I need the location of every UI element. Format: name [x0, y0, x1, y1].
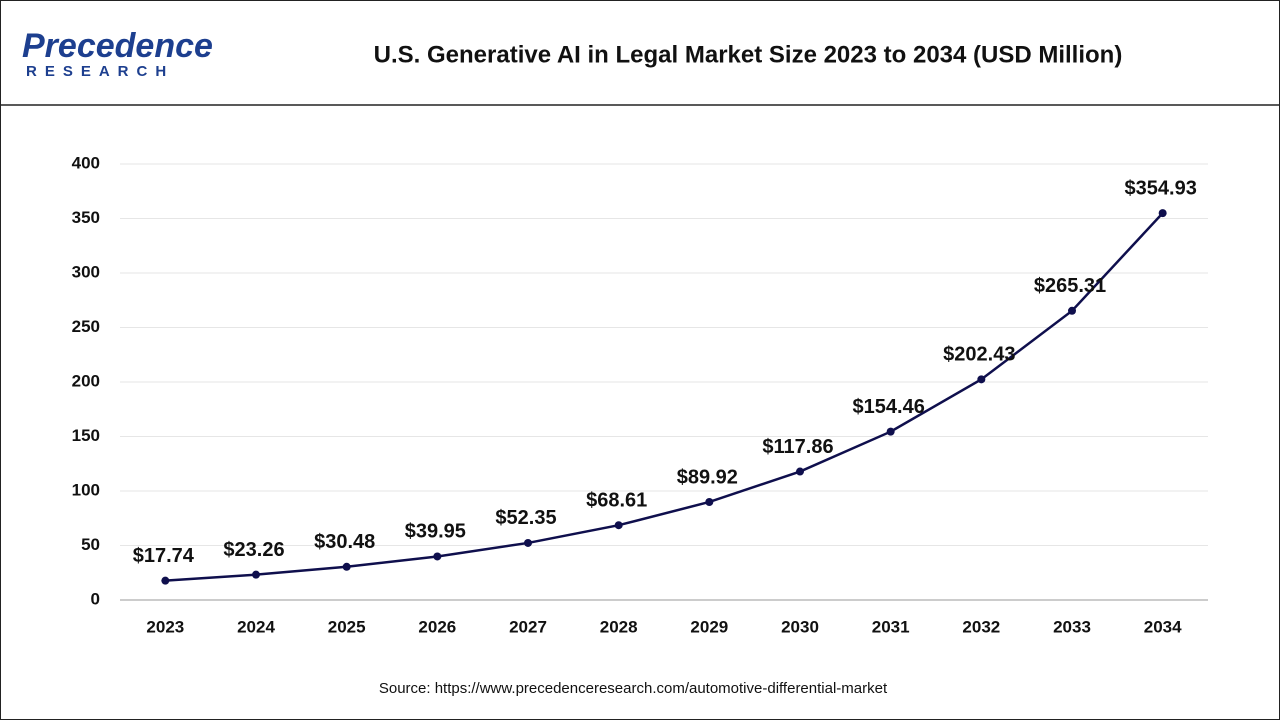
- y-tick-label: 50: [81, 535, 100, 554]
- x-tick-label: 2033: [1053, 617, 1091, 636]
- data-label: $89.92: [677, 466, 738, 488]
- point: [252, 570, 260, 579]
- y-tick-label: 250: [72, 317, 100, 336]
- point: [342, 562, 351, 571]
- x-tick-label: 2029: [690, 617, 728, 636]
- data-label: $30.48: [314, 531, 375, 553]
- logo-name: Precedence: [22, 27, 213, 65]
- point: [614, 521, 623, 530]
- x-tick-label: 2030: [781, 617, 819, 636]
- point: [433, 552, 442, 561]
- line: [165, 212, 1164, 582]
- data-label: $202.43: [943, 344, 1015, 366]
- data-label: $39.95: [405, 521, 466, 543]
- point: [886, 427, 895, 436]
- data-label: $68.61: [586, 489, 647, 511]
- point: [161, 576, 170, 585]
- point: [524, 538, 532, 547]
- data-label: $154.46: [853, 396, 925, 418]
- point: [705, 497, 714, 506]
- data-label: $354.93: [1125, 177, 1197, 199]
- y-tick-label: 400: [72, 153, 100, 172]
- chart-title: U.S. Generative AI in Legal Market Size …: [374, 41, 1123, 68]
- point: [977, 375, 986, 384]
- y-tick-label: 150: [72, 426, 100, 445]
- x-tick-label: 2031: [872, 617, 910, 636]
- data-label: $23.26: [223, 539, 284, 561]
- data-label: $17.74: [133, 545, 195, 567]
- x-tick-label: 2023: [146, 617, 184, 636]
- y-tick-label: 100: [72, 480, 100, 499]
- source: Source: https://www.precedenceresearch.c…: [379, 680, 888, 697]
- x-tick-label: 2034: [1144, 617, 1182, 636]
- x-tick-label: 2025: [328, 617, 366, 636]
- y-tick-label: 300: [72, 262, 100, 281]
- y-tick-label: 0: [91, 589, 100, 608]
- y-tick-label: 200: [72, 371, 100, 390]
- point: [1158, 209, 1167, 218]
- point: [796, 467, 804, 476]
- data-label: $117.86: [762, 436, 833, 458]
- data-label: $52.35: [495, 507, 556, 529]
- x-tick-label: 2032: [962, 617, 1000, 636]
- x-tick-label: 2026: [418, 617, 456, 636]
- data-label: $265.31: [1034, 275, 1106, 297]
- y-tick-label: 350: [72, 208, 100, 227]
- x-tick-label: 2024: [237, 617, 275, 636]
- point: [1068, 306, 1076, 315]
- x-tick-label: 2028: [600, 617, 638, 636]
- logo-sub: RESEARCH: [26, 63, 174, 80]
- x-tick-label: 2027: [509, 617, 547, 636]
